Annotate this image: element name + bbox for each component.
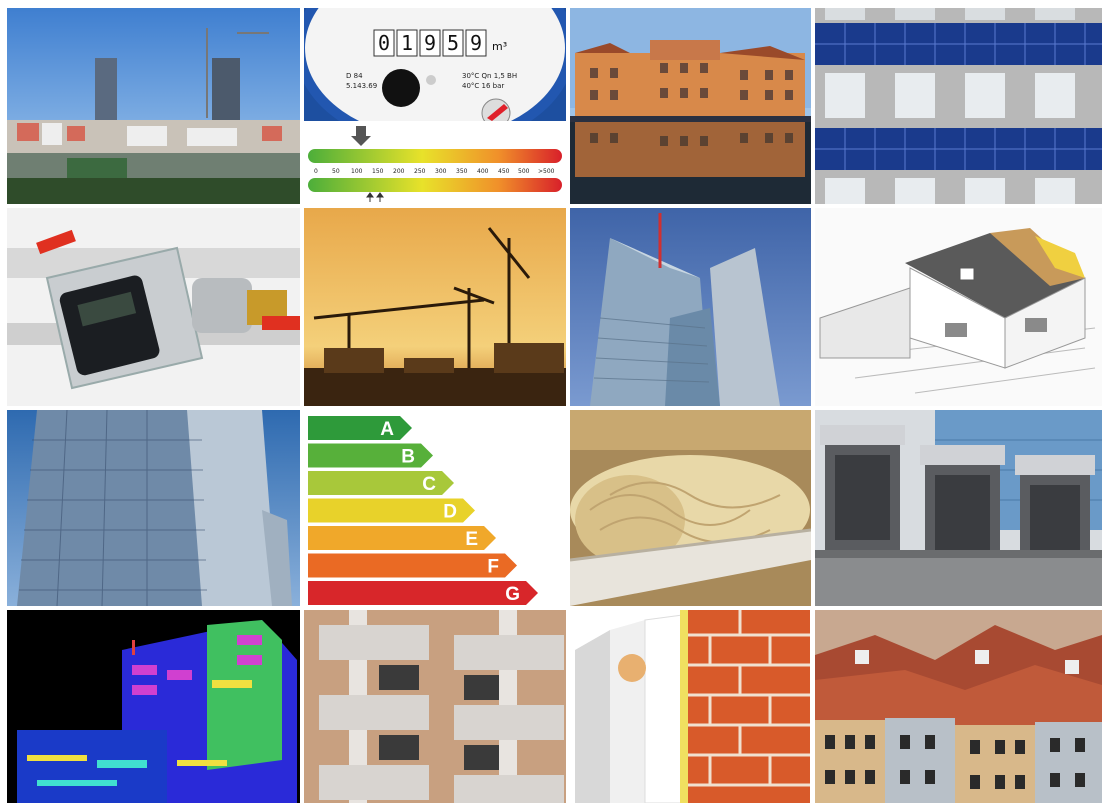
scale-tick: >500 [538, 168, 555, 175]
photo-apartment-reflection [569, 7, 812, 205]
energy-class-bar [308, 416, 412, 440]
scale-tick: 200 [393, 168, 405, 175]
photo-rooftop-hvac-units [814, 409, 1102, 607]
energy-class-bar [308, 443, 433, 468]
energy-class-letter: D [443, 502, 457, 523]
energy-class-letter: G [505, 584, 520, 605]
photo-city-skyline [6, 7, 301, 205]
photo-mineral-wool-insulation [569, 409, 812, 607]
energy-class-letter: F [487, 557, 499, 578]
scale-tick: 500 [518, 168, 530, 175]
energy-class-bar [308, 498, 475, 523]
scale-tick: 50 [332, 168, 340, 175]
meter-label-left-2: 5.143.69 [346, 82, 377, 90]
energy-class-letter: E [465, 529, 478, 550]
photo-house-cutaway-model [814, 207, 1102, 407]
scale-tick: 300 [435, 168, 447, 175]
photo-apartment-balconies [303, 609, 567, 803]
photo-construction-cranes [303, 207, 567, 407]
scale-tick: 100 [351, 168, 363, 175]
scale-tick: 250 [414, 168, 426, 175]
meter-unit: m³ [492, 40, 507, 53]
photo-glass-skyscraper [569, 207, 812, 407]
scale-tick: 150 [372, 168, 384, 175]
photo-energy-scale: 0 50 100 150 200 250 300 350 400 450 500… [303, 121, 567, 205]
photo-wall-insulation-cross-section [569, 609, 812, 803]
meter-label-left-1: D 84 [346, 72, 363, 80]
arrow-down-icon [351, 126, 371, 146]
energy-class-bar [308, 553, 517, 578]
meter-digit: 5 [447, 31, 459, 55]
scale-tick: 450 [498, 168, 510, 175]
meter-label-right-1: 30°C Qn 1,5 BH [462, 72, 517, 80]
scale-tick: 400 [477, 168, 489, 175]
meter-digit: 9 [424, 31, 436, 55]
scale-ticks: 0 50 100 150 200 250 300 350 400 450 500… [314, 168, 555, 175]
photo-curtain-wall-tower [6, 409, 301, 607]
photo-thermal-image-building [6, 609, 301, 803]
meter-digit: 1 [401, 31, 413, 55]
arrow-up-icon [366, 192, 384, 202]
energy-class-bar [308, 526, 496, 550]
meter-label-right-2: 40°C 16 bar [462, 82, 504, 90]
meter-digit: 9 [470, 31, 482, 55]
scale-tick: 0 [314, 168, 318, 175]
photo-solar-panels-facade [814, 7, 1102, 205]
energy-class-bar [308, 581, 538, 605]
energy-class-letter: C [422, 474, 436, 495]
scale-tick: 350 [456, 168, 468, 175]
photo-water-meter: 0 1 9 5 9 m³ D 84 5.143.69 30°C Qn 1,5 B… [303, 7, 567, 122]
photo-old-town-rooftops [814, 609, 1102, 803]
energy-class-bar [308, 471, 454, 495]
energy-class-letter: B [401, 447, 415, 468]
photo-heat-meter-valve [6, 207, 301, 407]
energy-class-letter: A [380, 419, 394, 440]
meter-digit-boxes [373, 29, 487, 57]
meter-digit: 0 [378, 31, 390, 55]
